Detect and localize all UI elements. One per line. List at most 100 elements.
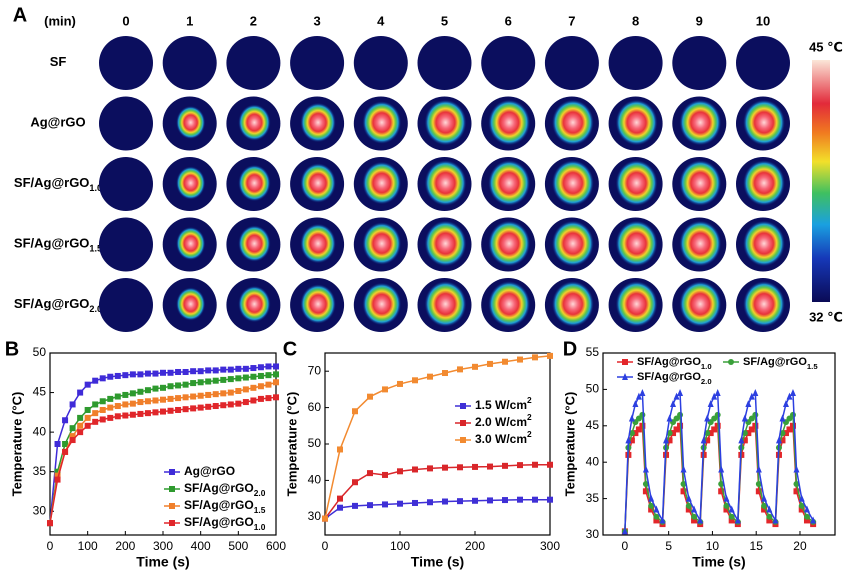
x-tick-label: 0 (622, 539, 629, 553)
marker (129, 411, 136, 418)
marker (69, 433, 76, 440)
marker (190, 380, 197, 387)
marker (810, 516, 817, 524)
marker (625, 436, 632, 444)
marker (460, 420, 466, 426)
legend-label-sub: 1.0 (254, 522, 266, 532)
marker (273, 363, 279, 370)
marker (197, 368, 204, 375)
marker (752, 411, 759, 418)
y-tick-label: 40 (308, 473, 322, 487)
marker (250, 365, 257, 372)
marker (114, 372, 121, 379)
time-header: 6 (505, 13, 512, 28)
y-axis-label: Temperature (°C) (284, 392, 299, 497)
marker (741, 414, 748, 422)
hot-spot (362, 101, 402, 144)
marker (442, 498, 448, 505)
y-tick-label: 50 (586, 382, 600, 396)
marker (227, 389, 234, 396)
marker (352, 479, 358, 486)
marker (707, 430, 714, 437)
hot-spot (551, 99, 594, 146)
y-tick-label: 30 (33, 503, 47, 517)
x-axis-label: Time (s) (411, 554, 464, 570)
thermal-image (608, 36, 663, 90)
marker (77, 429, 84, 436)
marker (673, 392, 680, 400)
marker (691, 513, 698, 520)
marker (235, 375, 242, 382)
legend-label-sub: 1.5 (254, 505, 266, 515)
marker (160, 396, 166, 403)
marker (704, 414, 711, 422)
marker (517, 462, 523, 469)
marker (745, 430, 752, 437)
marker (532, 461, 538, 468)
marker (220, 390, 227, 397)
marker (621, 527, 628, 535)
series-line (324, 355, 551, 519)
row-label-main: SF/Ag@rGO (14, 175, 90, 190)
marker (182, 406, 189, 413)
marker (728, 505, 735, 513)
marker (697, 516, 704, 524)
marker (397, 500, 403, 507)
marker (167, 383, 174, 390)
marker (257, 383, 264, 390)
row-label: SF (50, 54, 67, 69)
marker (803, 513, 810, 520)
marker (175, 406, 182, 413)
marker (107, 395, 114, 402)
thermal-image (99, 278, 153, 332)
marker (144, 370, 151, 377)
marker (766, 505, 773, 513)
marker (714, 411, 721, 418)
x-tick-label: 100 (390, 539, 410, 553)
marker (666, 437, 673, 444)
marker (99, 398, 106, 405)
marker (367, 502, 373, 509)
marker (642, 481, 649, 488)
y-tick-label: 55 (586, 345, 600, 359)
marker (84, 414, 91, 421)
marker (761, 494, 768, 502)
time-header: 3 (313, 13, 320, 28)
x-tick-label: 400 (191, 539, 211, 553)
marker (691, 517, 698, 524)
marker (382, 501, 388, 508)
hot-spot (615, 281, 658, 327)
marker (677, 411, 684, 418)
hot-spot (551, 281, 594, 327)
thermal-image (99, 36, 153, 90)
marker (227, 376, 234, 383)
marker (160, 369, 166, 376)
marker (175, 382, 182, 389)
marker (659, 516, 666, 524)
marker (728, 513, 735, 520)
legend-label: 3.0 W/cm2 (475, 429, 532, 446)
legend-label-main: SF/Ag@rGO (184, 498, 254, 512)
marker (718, 488, 725, 495)
marker (707, 399, 714, 407)
colorbar-max: 45 ℃ (809, 39, 843, 54)
legend-label: SF/Ag@rGO1.0 (184, 515, 266, 532)
marker (502, 497, 508, 504)
marker (663, 436, 670, 444)
marker (677, 389, 684, 397)
marker (182, 381, 189, 388)
thermal-image (417, 36, 472, 90)
marker (190, 405, 197, 412)
y-tick-label: 40 (33, 424, 47, 438)
legend-label-sup: 2 (527, 412, 532, 422)
marker (114, 413, 121, 420)
marker (167, 395, 174, 402)
marker (169, 486, 175, 492)
marker (129, 371, 136, 378)
hot-spot (679, 99, 722, 146)
marker (62, 448, 69, 455)
x-axis-label: Time (s) (136, 554, 189, 570)
marker (69, 437, 76, 444)
row-label-sub: 1.5 (89, 244, 102, 254)
marker (107, 404, 114, 411)
